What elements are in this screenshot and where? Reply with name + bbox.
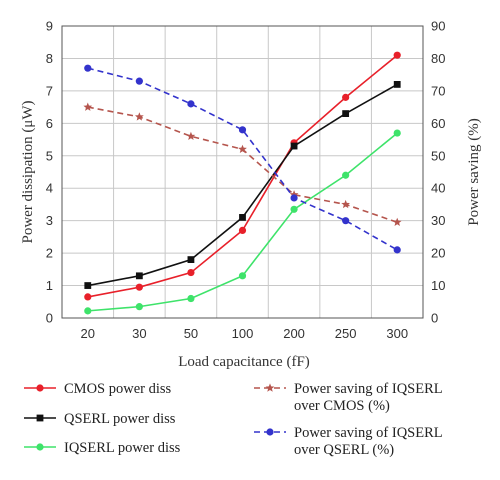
data-point — [84, 64, 92, 72]
y-right-tick-label: 40 — [431, 181, 445, 196]
y-right-tick-label: 70 — [431, 83, 445, 98]
series-line — [87, 83, 398, 287]
data-point — [84, 307, 92, 315]
legend-swatch-marker — [36, 414, 44, 422]
x-tick-label: 200 — [283, 326, 305, 341]
y-left-tick-label: 2 — [46, 246, 53, 261]
data-point — [187, 294, 195, 303]
y-right-tick-label: 50 — [431, 148, 445, 163]
data-point — [238, 272, 247, 280]
legend-label: IQSERL power diss — [64, 440, 181, 456]
legend-label: over QSERL (%) — [294, 442, 394, 458]
y-right-tick-label: 20 — [431, 246, 445, 261]
y-left-tick-label: 0 — [46, 311, 53, 326]
y-axis-left-title: Power dissipation (μW) — [20, 100, 36, 243]
legend-entry: QSERL power diss — [24, 411, 176, 427]
legend-swatch-marker — [266, 428, 274, 436]
series-2 — [84, 81, 401, 289]
data-point — [290, 142, 298, 150]
series-3 — [84, 129, 401, 315]
data-point — [290, 205, 298, 213]
y-right-tick-label: 30 — [431, 213, 445, 228]
data-point — [238, 126, 247, 134]
data-point — [186, 131, 196, 141]
legend-label: Power saving of IQSERL — [294, 381, 443, 397]
data-point — [393, 129, 401, 137]
data-point — [342, 110, 350, 117]
y-right-tick-label: 0 — [431, 311, 438, 326]
data-point — [187, 268, 195, 277]
x-tick-label: 300 — [386, 326, 408, 341]
legend-label: QSERL power diss — [64, 411, 176, 427]
data-point — [135, 283, 143, 291]
legend-swatch-marker — [265, 383, 275, 392]
data-point — [135, 77, 143, 85]
series-4 — [83, 102, 402, 227]
data-point — [84, 282, 92, 289]
x-axis-ticks: 20 30 50 100 200 250 300 — [81, 326, 409, 341]
y-axis-right-title: Power saving (%) — [466, 118, 482, 225]
legend-swatch-marker — [36, 384, 44, 392]
data-point — [393, 81, 401, 88]
x-tick-label: 30 — [132, 326, 146, 341]
data-point — [135, 303, 143, 311]
data-point — [238, 144, 247, 154]
legend-label: CMOS power diss — [64, 381, 172, 397]
series-1 — [84, 51, 401, 301]
x-tick-label: 50 — [184, 326, 198, 341]
data-point — [290, 194, 298, 202]
series-layer — [83, 51, 402, 315]
legend: CMOS power diss QSERL power diss IQSERL po… — [24, 381, 443, 458]
data-point — [342, 171, 350, 179]
data-point — [134, 112, 144, 121]
y-left-tick-label: 9 — [46, 19, 53, 34]
left-axis-ticks: 0 1 2 3 4 5 6 7 8 9 — [46, 19, 53, 326]
y-left-tick-label: 5 — [46, 148, 53, 163]
y-left-tick-label: 1 — [46, 278, 53, 293]
y-right-tick-label: 10 — [431, 278, 445, 293]
data-point — [392, 217, 402, 227]
legend-entry: CMOS power diss — [24, 381, 172, 397]
right-axis-ticks: 0 10 20 30 40 50 60 70 80 90 — [431, 19, 445, 326]
legend-label: over CMOS (%) — [294, 398, 390, 414]
plot-frame — [61, 25, 424, 319]
data-point — [135, 272, 143, 280]
legend-entry: IQSERL power diss — [24, 440, 181, 456]
data-point — [187, 100, 195, 108]
data-point — [289, 190, 299, 199]
x-tick-label: 100 — [232, 326, 254, 341]
x-axis-title: Load capacitance (fF) — [178, 354, 310, 370]
series-line — [87, 106, 398, 224]
y-left-tick-label: 6 — [46, 116, 53, 131]
data-point — [393, 246, 401, 254]
series-line — [87, 67, 398, 251]
legend-swatch-marker — [36, 443, 44, 451]
data-point — [393, 51, 401, 59]
series-5 — [84, 64, 401, 254]
series-line — [87, 54, 398, 298]
data-point — [342, 217, 350, 225]
data-point — [83, 102, 93, 111]
y-left-tick-label: 7 — [46, 83, 53, 98]
y-left-tick-label: 4 — [46, 181, 53, 196]
series-line — [87, 132, 398, 312]
data-point — [342, 93, 350, 101]
y-right-tick-label: 90 — [431, 19, 445, 34]
y-right-tick-label: 60 — [431, 116, 445, 131]
data-point — [341, 199, 351, 209]
data-point — [238, 226, 247, 234]
data-point — [84, 293, 92, 301]
data-point — [187, 256, 195, 263]
x-tick-label: 250 — [335, 326, 357, 341]
y-right-tick-label: 80 — [431, 51, 445, 66]
y-left-tick-label: 3 — [46, 213, 53, 228]
y-left-tick-label: 8 — [46, 51, 53, 66]
x-tick-label: 20 — [81, 326, 95, 341]
data-point — [239, 214, 246, 221]
legend-label: Power saving of IQSERL — [294, 425, 443, 441]
